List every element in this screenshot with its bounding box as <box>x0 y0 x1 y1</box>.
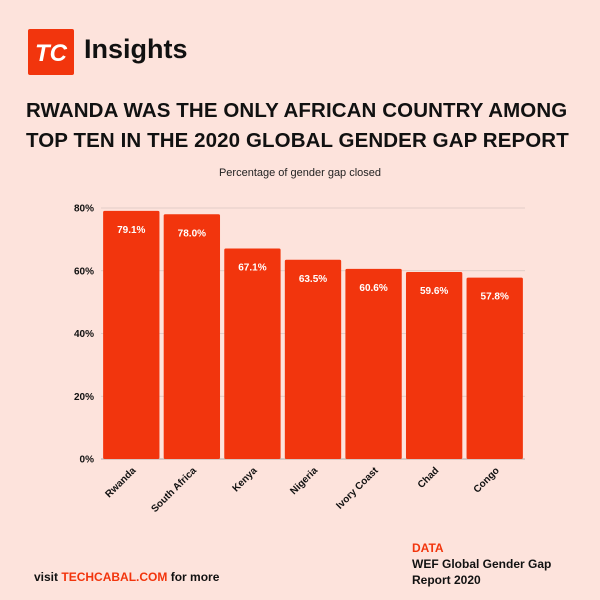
website-link[interactable]: TECHCABAL.COM <box>61 570 168 584</box>
logo-text: TC <box>35 40 68 67</box>
x-tick-label: Kenya <box>231 465 260 494</box>
data-label: 78.0% <box>178 228 206 239</box>
footer-cta: visit TECHCABAL.COM for more <box>34 570 219 584</box>
data-label: 60.6% <box>359 283 387 294</box>
y-tick-label: 80% <box>74 204 94 215</box>
brand-logo: TC <box>28 29 74 75</box>
footer-suffix: for more <box>167 570 220 584</box>
data-label: 67.1% <box>238 262 266 273</box>
y-tick-label: 60% <box>74 266 94 277</box>
x-tick-label: Ivory Coast <box>334 465 381 512</box>
bar <box>466 277 523 459</box>
data-label: 59.6% <box>420 286 448 297</box>
bar <box>224 248 281 459</box>
bar <box>405 272 463 459</box>
bar <box>103 210 160 459</box>
x-tick-label: Nigeria <box>288 465 320 497</box>
brand-name: Insights <box>84 34 188 64</box>
y-tick-label: 40% <box>74 329 94 340</box>
chart-title: Percentage of gender gap closed <box>218 167 382 179</box>
x-tick-label: Rwanda <box>104 465 139 500</box>
bar <box>345 268 402 459</box>
x-tick-label: South Africa <box>149 465 199 515</box>
y-tick-label: 0% <box>80 455 95 466</box>
source-text: WEF Global Gender Gap Report 2020 <box>412 557 552 587</box>
tc-logo-icon: TC <box>35 40 68 67</box>
bar <box>284 259 342 459</box>
bar <box>163 214 221 459</box>
headline: RWANDA WAS THE ONLY AFRICAN COUNTRY AMON… <box>26 99 569 152</box>
y-tick-label: 20% <box>74 392 94 403</box>
source-label: DATA <box>412 541 444 555</box>
x-tick-label: Congo <box>472 465 502 495</box>
x-tick-label: Chad <box>416 465 441 490</box>
data-label: 63.5% <box>299 274 327 285</box>
data-label: 79.1% <box>117 225 145 236</box>
data-label: 57.8% <box>481 292 509 303</box>
footer-prefix: visit <box>34 570 62 584</box>
